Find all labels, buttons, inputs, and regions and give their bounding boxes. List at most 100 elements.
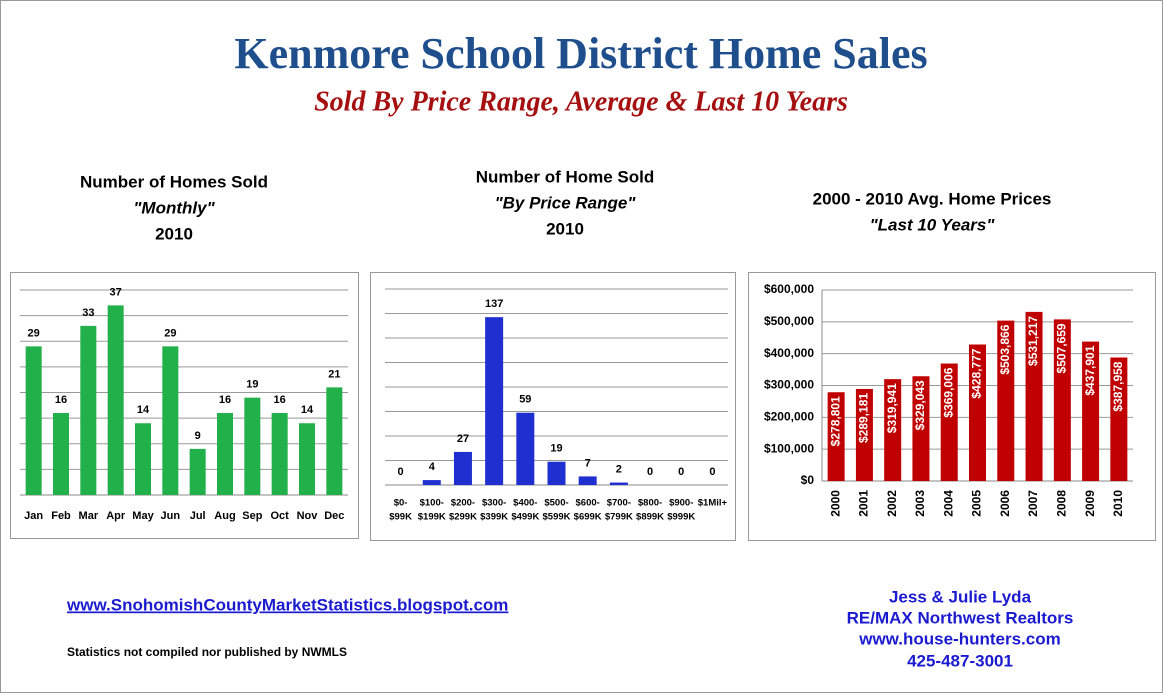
x-tick-label: 2007: [1026, 490, 1040, 517]
x-tick-label: Sep: [242, 510, 262, 522]
x-tick-label: $1Mil+: [698, 498, 728, 509]
bar: [453, 451, 472, 485]
chart-heading: "By Price Range": [495, 193, 637, 212]
disclaimer: Statistics not compiled nor published by…: [67, 645, 347, 659]
page-title: Kenmore School District Home Sales: [234, 29, 927, 78]
x-tick-label: 2003: [913, 490, 927, 517]
bar: [1082, 341, 1100, 481]
value-label: 9: [195, 430, 201, 442]
y-tick-label: $0: [801, 473, 815, 487]
x-tick-label: Nov: [297, 510, 319, 522]
x-tick-label: $200-: [451, 498, 475, 509]
bar: [547, 461, 566, 485]
x-tick-label: $400-: [513, 498, 537, 509]
blog-link[interactable]: www.SnohomishCountyMarketStatistics.blog…: [66, 595, 508, 614]
value-label: $319,941: [885, 383, 899, 433]
y-tick-label: $300,000: [764, 378, 814, 392]
bar: [485, 317, 504, 485]
x-tick-label: 2001: [857, 490, 871, 517]
chart-heading: 2010: [155, 224, 193, 243]
bar: [940, 363, 958, 481]
x-tick-label: $499K: [511, 512, 539, 523]
chart-frame: [370, 272, 736, 541]
bar: [107, 305, 124, 495]
x-tick-label: $0-: [394, 498, 408, 509]
x-tick-label: $900-: [669, 498, 693, 509]
bar: [578, 476, 597, 485]
x-tick-label: $100-: [420, 498, 444, 509]
bar: [1025, 311, 1043, 481]
y-tick-label: $600,000: [764, 282, 814, 296]
x-tick-label: May: [132, 510, 154, 522]
value-label: 19: [550, 443, 562, 455]
value-label: 33: [82, 307, 94, 319]
value-label: 0: [709, 466, 715, 478]
y-tick-label: $200,000: [764, 410, 814, 424]
value-label: 2: [616, 463, 622, 475]
x-tick-label: $300-: [482, 498, 506, 509]
value-label: $531,217: [1026, 316, 1040, 366]
bar: [80, 325, 97, 495]
x-tick-label: 2009: [1083, 490, 1097, 517]
x-tick-label: $299K: [449, 512, 477, 523]
bar: [997, 320, 1015, 481]
value-label: 16: [55, 394, 67, 406]
bar: [244, 397, 261, 495]
bar: [326, 387, 343, 495]
x-tick-label: $700-: [607, 498, 631, 509]
bar: [855, 388, 873, 481]
x-tick-label: Apr: [106, 510, 126, 522]
x-tick-label: 2000: [828, 490, 842, 517]
bar: [1110, 357, 1128, 481]
y-tick-label: $400,000: [764, 346, 814, 360]
chart-heading: "Monthly": [133, 198, 215, 217]
value-label: 0: [398, 466, 404, 478]
contact-line: Jess & Julie Lyda: [889, 587, 1032, 606]
y-tick-label: $500,000: [764, 314, 814, 328]
value-label: $369,006: [941, 367, 955, 417]
page-subtitle: Sold By Price Range, Average & Last 10 Y…: [314, 86, 848, 117]
x-tick-label: Mar: [79, 510, 99, 522]
bar: [135, 423, 151, 495]
chart-heading: Number of Homes Sold: [80, 172, 268, 191]
value-label: 0: [678, 466, 684, 478]
value-label: 14: [137, 404, 150, 416]
bar: [609, 482, 628, 485]
chart-heading: Number of Home Sold: [476, 167, 655, 186]
value-label: 19: [246, 379, 258, 391]
x-tick-label: 2008: [1054, 490, 1068, 517]
value-label: $507,659: [1054, 323, 1068, 373]
bar: [53, 413, 69, 495]
bar: [1053, 319, 1071, 481]
bar: [25, 346, 42, 495]
x-tick-label: Oct: [270, 510, 289, 522]
value-label: 27: [457, 433, 469, 445]
x-tick-label: $199K: [418, 512, 446, 523]
value-label: 0: [647, 466, 653, 478]
x-tick-label: $899K: [636, 512, 664, 523]
value-label: $278,801: [828, 396, 842, 446]
value-label: 16: [219, 394, 231, 406]
bar: [189, 448, 206, 495]
value-label: $437,901: [1083, 345, 1097, 395]
bar: [912, 376, 930, 481]
value-label: $428,777: [970, 348, 984, 398]
value-label: 59: [519, 394, 531, 406]
contact-line: RE/MAX Northwest Realtors: [847, 608, 1074, 627]
bar: [969, 344, 986, 481]
x-tick-label: Jan: [24, 510, 43, 522]
x-tick-label: $399K: [480, 512, 508, 523]
value-label: 29: [164, 327, 176, 339]
bar: [516, 412, 535, 485]
x-tick-label: $599K: [543, 512, 571, 523]
x-tick-label: 2002: [885, 490, 899, 517]
x-tick-label: $600-: [576, 498, 600, 509]
x-tick-label: Feb: [51, 510, 71, 522]
value-label: 37: [110, 286, 122, 298]
value-label: $387,958: [1111, 361, 1125, 411]
y-tick-label: $100,000: [764, 441, 814, 455]
bar: [271, 413, 288, 495]
x-tick-label: Aug: [214, 510, 235, 522]
value-label: 21: [328, 368, 340, 380]
